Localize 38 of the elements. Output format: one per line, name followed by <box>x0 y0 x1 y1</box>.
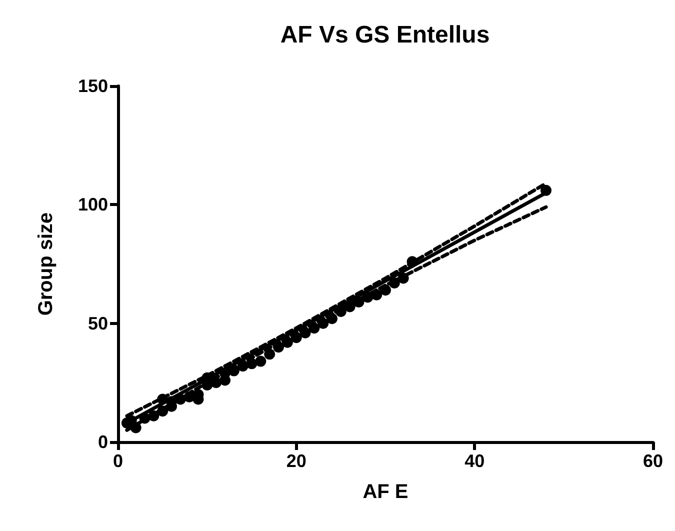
y-axis-title: Group size <box>35 212 57 316</box>
point <box>300 327 311 338</box>
point <box>344 301 356 312</box>
point <box>540 184 552 196</box>
point <box>273 342 284 353</box>
y-tick-label: 100 <box>78 194 108 215</box>
x-tick-label: 0 <box>112 451 124 471</box>
point <box>371 289 382 300</box>
point <box>335 306 346 317</box>
point <box>290 332 302 344</box>
point <box>388 277 400 288</box>
point <box>210 377 222 388</box>
point <box>353 296 364 308</box>
point <box>398 272 409 284</box>
y-tick-label: 0 <box>98 432 108 452</box>
x-tick-label: 20 <box>286 451 306 471</box>
x-axis-title: AF E <box>362 481 408 503</box>
x-tick-label: 40 <box>464 451 485 471</box>
point <box>362 292 374 303</box>
point <box>246 358 258 370</box>
point <box>139 412 150 424</box>
point <box>380 284 391 296</box>
y-tick-label: 50 <box>88 313 108 334</box>
point <box>326 313 338 324</box>
point <box>308 322 320 334</box>
point <box>237 360 248 372</box>
point <box>264 348 276 360</box>
chart-title: AF Vs GS Entellus <box>280 22 490 48</box>
point <box>148 410 160 422</box>
point <box>130 422 142 434</box>
point <box>174 394 186 405</box>
x-tick-label: 60 <box>642 451 664 471</box>
point <box>318 318 329 329</box>
point <box>157 406 168 417</box>
point <box>255 356 266 367</box>
point <box>282 336 293 348</box>
y-tick-label: 150 <box>78 76 108 96</box>
point <box>157 394 168 405</box>
